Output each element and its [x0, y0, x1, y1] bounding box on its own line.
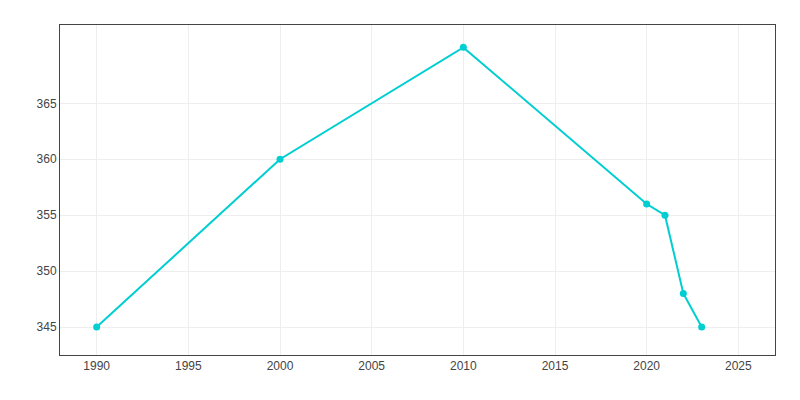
svg-text:2020: 2020: [633, 359, 660, 373]
svg-text:2000: 2000: [267, 359, 294, 373]
svg-text:365: 365: [37, 97, 57, 111]
svg-text:2010: 2010: [450, 359, 477, 373]
svg-text:360: 360: [37, 152, 57, 166]
svg-text:2015: 2015: [542, 359, 569, 373]
svg-text:350: 350: [37, 264, 57, 278]
svg-text:345: 345: [37, 320, 57, 334]
svg-text:1995: 1995: [175, 359, 202, 373]
svg-text:2025: 2025: [725, 359, 752, 373]
svg-text:355: 355: [37, 208, 57, 222]
svg-text:2005: 2005: [358, 359, 385, 373]
svg-text:1990: 1990: [83, 359, 110, 373]
